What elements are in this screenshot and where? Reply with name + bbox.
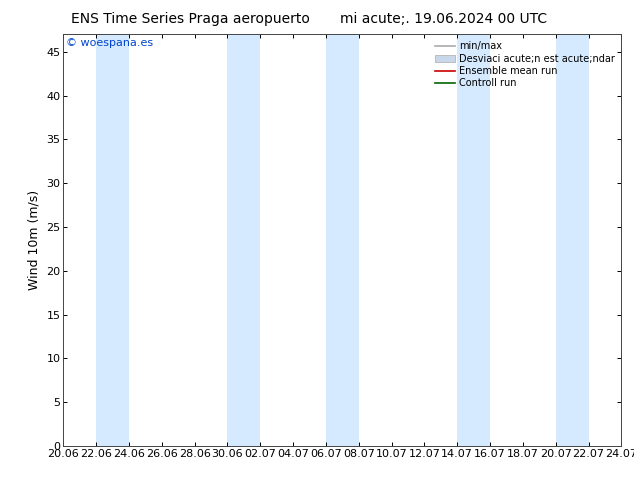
Bar <box>228 34 261 446</box>
Legend: min/max, Desviaci acute;n est acute;ndar, Ensemble mean run, Controll run: min/max, Desviaci acute;n est acute;ndar… <box>431 37 618 92</box>
Bar <box>555 34 588 446</box>
Y-axis label: Wind 10m (m/s): Wind 10m (m/s) <box>28 190 41 290</box>
Bar <box>96 34 129 446</box>
Bar <box>457 34 490 446</box>
Text: ENS Time Series Praga aeropuerto: ENS Time Series Praga aeropuerto <box>71 12 309 26</box>
Text: © woespana.es: © woespana.es <box>66 38 153 49</box>
Text: mi acute;. 19.06.2024 00 UTC: mi acute;. 19.06.2024 00 UTC <box>340 12 547 26</box>
Bar <box>326 34 359 446</box>
